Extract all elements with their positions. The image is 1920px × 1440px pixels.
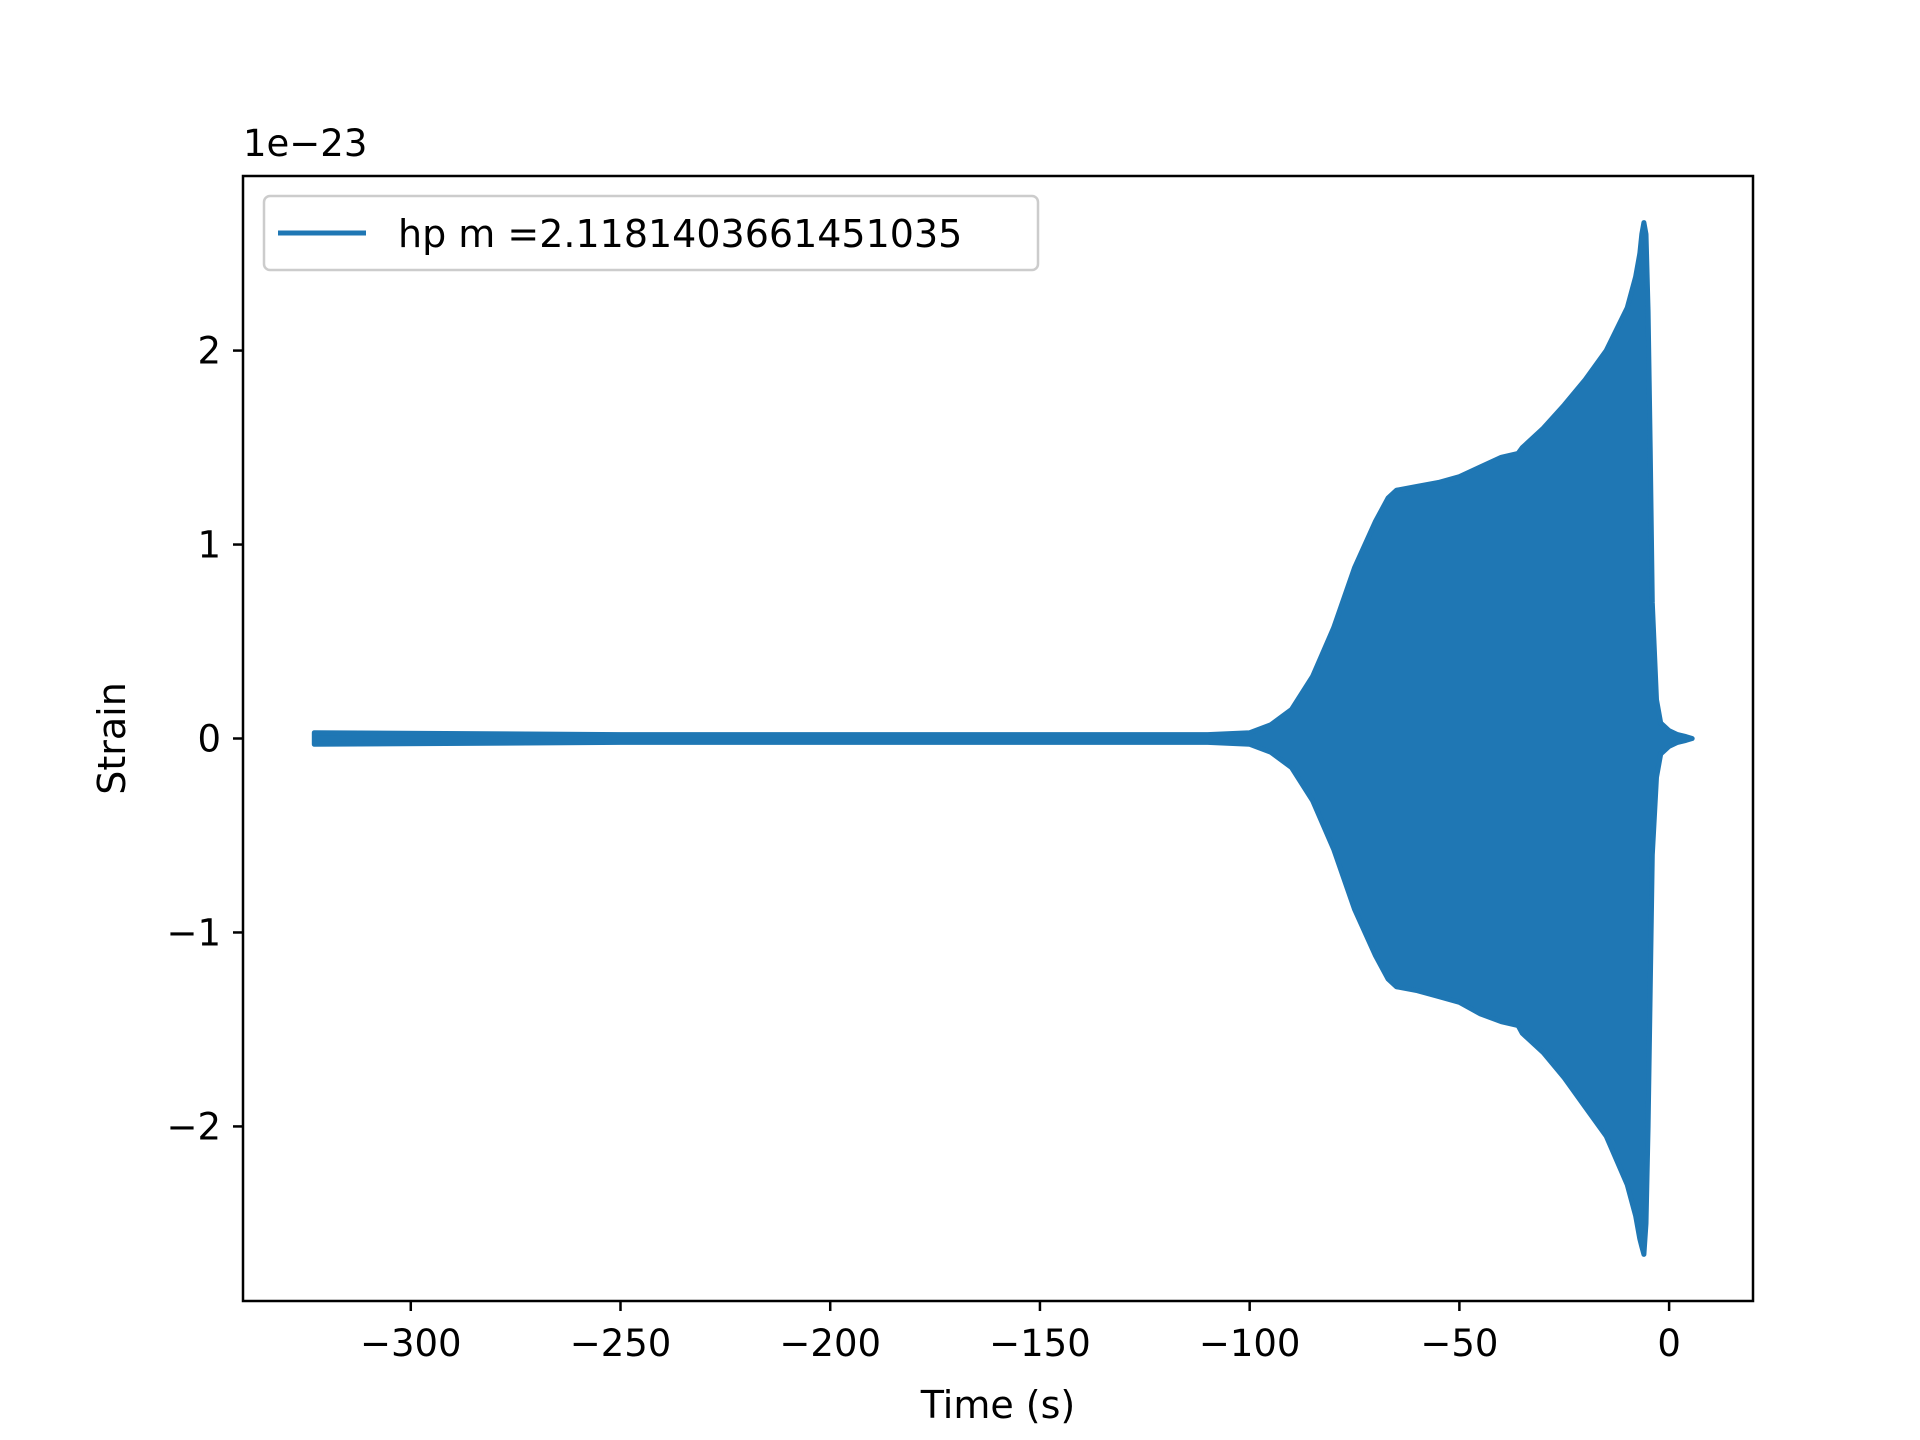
axes-frame	[241, 174, 1755, 1303]
x-tick-label: −300	[360, 1322, 462, 1365]
x-axis: −300 −250 −200 −150 −100 −50 0	[360, 1301, 1681, 1365]
x-tick-label: −100	[1199, 1322, 1301, 1365]
y-tick-label: 2	[197, 330, 221, 373]
x-tick-label: 0	[1657, 1322, 1681, 1365]
y-offset-label: 1e−23	[243, 122, 367, 165]
y-tick-label: 1	[197, 524, 221, 567]
x-tick-label: −250	[570, 1322, 672, 1365]
legend-box	[262, 194, 1040, 272]
x-axis-label: Time (s)	[920, 1383, 1076, 1427]
y-tick-label: −2	[166, 1105, 221, 1148]
series-line	[311, 220, 1695, 1257]
legend: hp m =2.1181403661451035	[262, 194, 1040, 272]
x-tick-label: −150	[989, 1322, 1091, 1365]
y-tick-label: 0	[197, 718, 221, 761]
legend-entry-label: hp m =2.1181403661451035	[398, 212, 962, 256]
x-tick-label: −50	[1420, 1322, 1498, 1365]
y-tick-label: −1	[166, 911, 221, 954]
y-axis: −2 −1 0 1 2	[166, 330, 243, 1148]
plot-area	[311, 220, 1695, 1257]
y-axis-label: Strain	[90, 682, 134, 795]
x-tick-label: −200	[779, 1322, 881, 1365]
